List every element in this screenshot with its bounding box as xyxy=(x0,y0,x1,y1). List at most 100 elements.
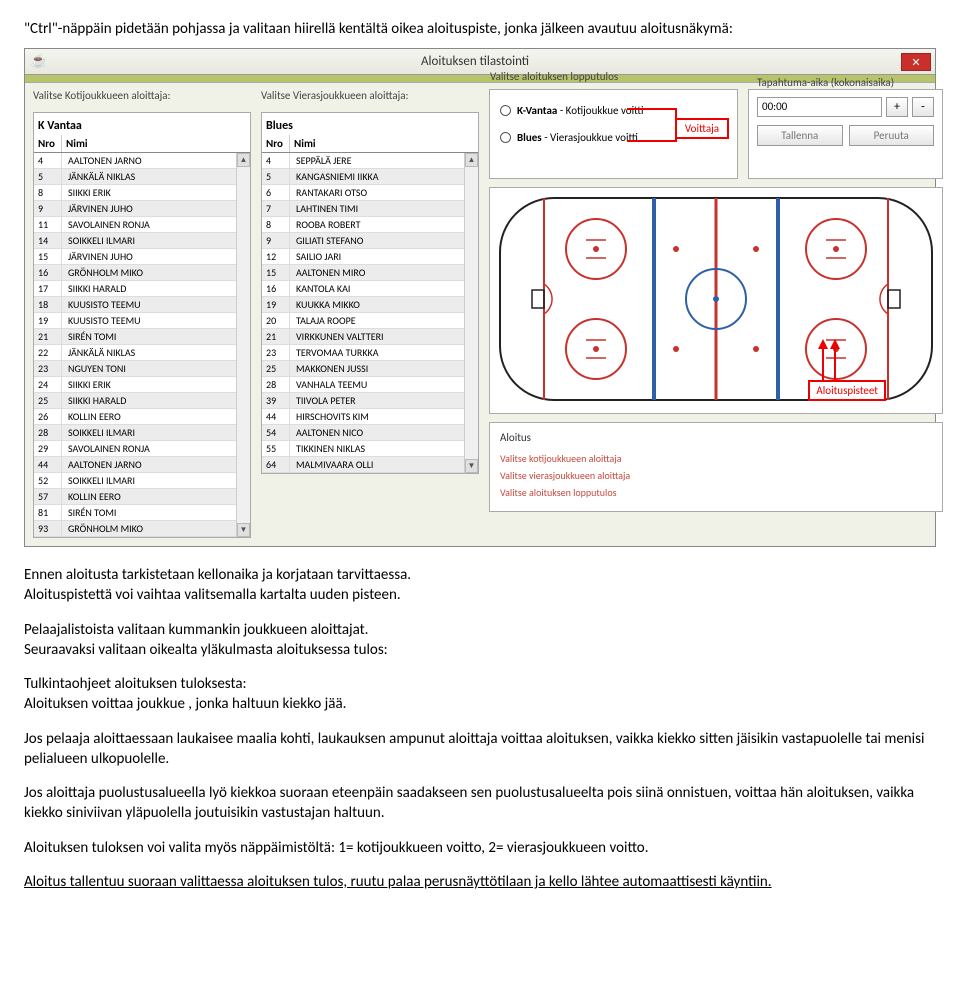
arrow-line xyxy=(627,140,675,142)
cell-nimi: RANTAKARI OTSO xyxy=(290,185,478,200)
table-row[interactable]: 17SIIKKI HARALD xyxy=(34,281,250,297)
table-row[interactable]: 55TIKKINEN NIKLAS xyxy=(262,441,478,457)
time-minus-button[interactable]: - xyxy=(912,97,934,117)
cell-nimi: KUUSISTO TEEMU xyxy=(62,297,250,312)
body-p7: Jos aloittaja puolustusalueella lyö kiek… xyxy=(24,783,936,824)
cell-nimi: TALAJA ROOPE xyxy=(290,313,478,328)
table-row[interactable]: 7LAHTINEN TIMI xyxy=(262,201,478,217)
cancel-button[interactable]: Peruuta xyxy=(849,125,935,146)
cell-nro: 20 xyxy=(262,313,290,328)
cell-nro: 55 xyxy=(262,441,290,456)
home-th-nimi: Nimi xyxy=(62,135,236,152)
time-input[interactable]: 00:00 xyxy=(757,97,882,117)
body-p4: Seuraavaksi valitaan oikealta yläkulmast… xyxy=(24,641,388,659)
table-row[interactable]: 21SIRÉN TOMI xyxy=(34,329,250,345)
table-row[interactable]: 9GILIATI STEFANO xyxy=(262,233,478,249)
table-row[interactable]: 25SIIKKI HARALD xyxy=(34,393,250,409)
home-won-radio[interactable]: K-Vantaa - Kotijoukkue voitti xyxy=(500,104,727,117)
cell-nimi: VANHALA TEEMU xyxy=(290,377,478,392)
body-text: Ennen aloitusta tarkistetaan kellonaika … xyxy=(24,565,936,892)
away-scrollbar[interactable] xyxy=(464,153,478,473)
cell-nro: 44 xyxy=(34,457,62,472)
close-button[interactable]: ✕ xyxy=(901,53,931,71)
cell-nro: 17 xyxy=(34,281,62,296)
table-row[interactable]: 4AALTONEN JARNO xyxy=(34,153,250,169)
cell-nro: 19 xyxy=(262,297,290,312)
table-row[interactable]: 28SOIKKELI ILMARI xyxy=(34,425,250,441)
table-row[interactable]: 26KOLLIN EERO xyxy=(34,409,250,425)
cell-nro: 39 xyxy=(262,393,290,408)
cell-nimi: AALTONEN JARNO xyxy=(62,153,250,168)
hockey-rink[interactable] xyxy=(496,194,936,404)
scroll-down-icon[interactable] xyxy=(237,523,250,537)
table-row[interactable]: 18KUUSISTO TEEMU xyxy=(34,297,250,313)
table-row[interactable]: 12SAILIO JARI xyxy=(262,249,478,265)
table-row[interactable]: 9JÄRVINEN JUHO xyxy=(34,201,250,217)
arrow-up-icon xyxy=(818,339,828,349)
table-row[interactable]: 22JÄNKÄLÄ NIKLAS xyxy=(34,345,250,361)
scroll-up-icon[interactable] xyxy=(465,153,478,167)
cell-nimi: VIRKKUNEN VALTTERI xyxy=(290,329,478,344)
table-row[interactable]: 52SOIKKELI ILMARI xyxy=(34,473,250,489)
scroll-up-icon[interactable] xyxy=(237,153,250,167)
scroll-down-icon[interactable] xyxy=(465,459,478,473)
table-row[interactable]: 25MAKKONEN JUSSI xyxy=(262,361,478,377)
arrow-stem xyxy=(834,347,836,382)
table-row[interactable]: 44HIRSCHOVITS KIM xyxy=(262,409,478,425)
table-row[interactable]: 5KANGASNIEMI IIKKA xyxy=(262,169,478,185)
table-row[interactable]: 21VIRKKUNEN VALTTERI xyxy=(262,329,478,345)
table-row[interactable]: 20TALAJA ROOPE xyxy=(262,313,478,329)
table-row[interactable]: 24SIIKKI ERIK xyxy=(34,377,250,393)
cell-nro: 16 xyxy=(262,281,290,296)
away-rows: 4SEPPÄLÄ JERE5KANGASNIEMI IIKKA6RANTAKAR… xyxy=(262,153,478,473)
table-row[interactable]: 44AALTONEN JARNO xyxy=(34,457,250,473)
cell-nro: 11 xyxy=(34,217,62,232)
table-row[interactable]: 64MALMIVAARA OLLI xyxy=(262,457,478,473)
table-row[interactable]: 54AALTONEN NICO xyxy=(262,425,478,441)
home-scrollbar[interactable] xyxy=(236,153,250,537)
cell-nimi: SOIKKELI ILMARI xyxy=(62,473,250,488)
table-row[interactable]: 57KOLLIN EERO xyxy=(34,489,250,505)
home-table: K Vantaa Nro Nimi 4AALTONEN JARNO5JÄNKÄL… xyxy=(33,112,251,538)
table-row[interactable]: 29SAVOLAINEN RONJA xyxy=(34,441,250,457)
table-row[interactable]: 16KANTOLA KAI xyxy=(262,281,478,297)
cell-nro: 24 xyxy=(34,377,62,392)
table-row[interactable]: 23TERVOMAA TURKKA xyxy=(262,345,478,361)
table-row[interactable]: 6RANTAKARI OTSO xyxy=(262,185,478,201)
table-row[interactable]: 39TIIVOLA PETER xyxy=(262,393,478,409)
away-starter-label: Valitse Vierasjoukkueen aloittaja: xyxy=(261,89,479,102)
cell-nro: 15 xyxy=(262,265,290,280)
table-row[interactable]: 19KUUSISTO TEEMU xyxy=(34,313,250,329)
rink-box: Aloituspisteet xyxy=(489,187,943,414)
time-plus-button[interactable]: + xyxy=(886,97,908,117)
table-row[interactable]: 4SEPPÄLÄ JERE xyxy=(262,153,478,169)
cell-nro: 19 xyxy=(34,313,62,328)
home-rows: 4AALTONEN JARNO5JÄNKÄLÄ NIKLAS8SIIKKI ER… xyxy=(34,153,250,537)
radio-icon xyxy=(500,132,511,143)
cell-nro: 21 xyxy=(34,329,62,344)
table-row[interactable]: 15AALTONEN MIRO xyxy=(262,265,478,281)
instructions-box: Aloitus Valitse kotijoukkueen aloittaja … xyxy=(489,422,943,512)
cell-nro: 6 xyxy=(262,185,290,200)
table-row[interactable]: 23NGUYEN TONI xyxy=(34,361,250,377)
cell-nro: 16 xyxy=(34,265,62,280)
table-row[interactable]: 16GRÖNHOLM MIKO xyxy=(34,265,250,281)
table-row[interactable]: 19KUUKKA MIKKO xyxy=(262,297,478,313)
cell-nro: 57 xyxy=(34,489,62,504)
arrow-line xyxy=(675,108,677,142)
cell-nimi: SIRÉN TOMI xyxy=(62,505,250,520)
table-row[interactable]: 14SOIKKELI ILMARI xyxy=(34,233,250,249)
table-row[interactable]: 81SIRÉN TOMI xyxy=(34,505,250,521)
table-row[interactable]: 8ROOBA ROBERT xyxy=(262,217,478,233)
table-row[interactable]: 11SAVOLAINEN RONJA xyxy=(34,217,250,233)
table-row[interactable]: 8SIIKKI ERIK xyxy=(34,185,250,201)
home-won-text: - Kotijoukkue voitti xyxy=(557,104,643,117)
table-row[interactable]: 5JÄNKÄLÄ NIKLAS xyxy=(34,169,250,185)
save-button[interactable]: Tallenna xyxy=(757,125,843,146)
title-bar: ☕ Aloituksen tilastointi ✕ xyxy=(25,49,935,75)
cell-nimi: TIIVOLA PETER xyxy=(290,393,478,408)
table-row[interactable]: 28VANHALA TEEMU xyxy=(262,377,478,393)
table-row[interactable]: 93GRÖNHOLM MIKO xyxy=(34,521,250,537)
table-row[interactable]: 15JÄRVINEN JUHO xyxy=(34,249,250,265)
content-area: Valitse Kotijoukkueen aloittaja: K Vanta… xyxy=(25,83,935,546)
